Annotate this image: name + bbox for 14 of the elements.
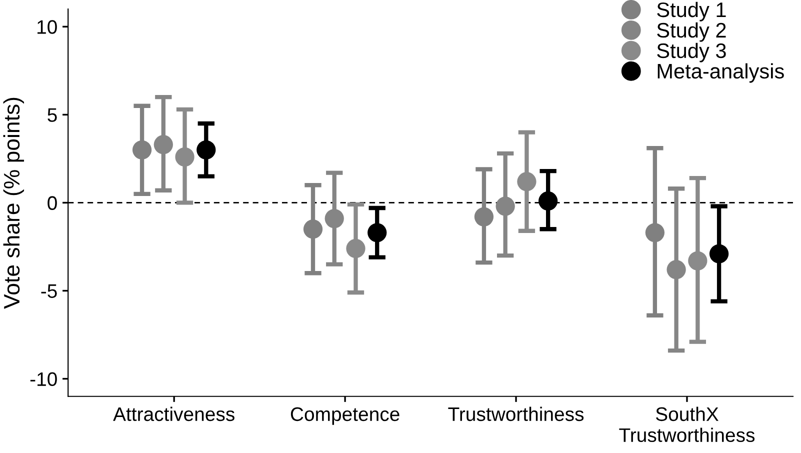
y-tick-label: -10 xyxy=(30,372,57,386)
x-tick-label: SouthX Trustworthiness xyxy=(619,406,755,442)
legend-label: Study 1 xyxy=(657,2,726,22)
legend-label: Meta-analysis xyxy=(658,63,784,83)
y-tick-label: 5 xyxy=(48,108,57,122)
x-tick-label: Attractiveness xyxy=(113,406,234,422)
y-tick-label: 0 xyxy=(48,196,57,210)
x-tick-label: Competence xyxy=(290,407,400,425)
legend-label: Study 3 xyxy=(657,42,726,62)
y-tick-label: -5 xyxy=(41,284,57,298)
y-axis-title: Vote share (% points) xyxy=(3,98,24,309)
legend-label: Study 2 xyxy=(657,22,726,42)
x-tick-label: Trustworthiness xyxy=(448,406,584,422)
y-tick-label: 10 xyxy=(38,20,57,34)
